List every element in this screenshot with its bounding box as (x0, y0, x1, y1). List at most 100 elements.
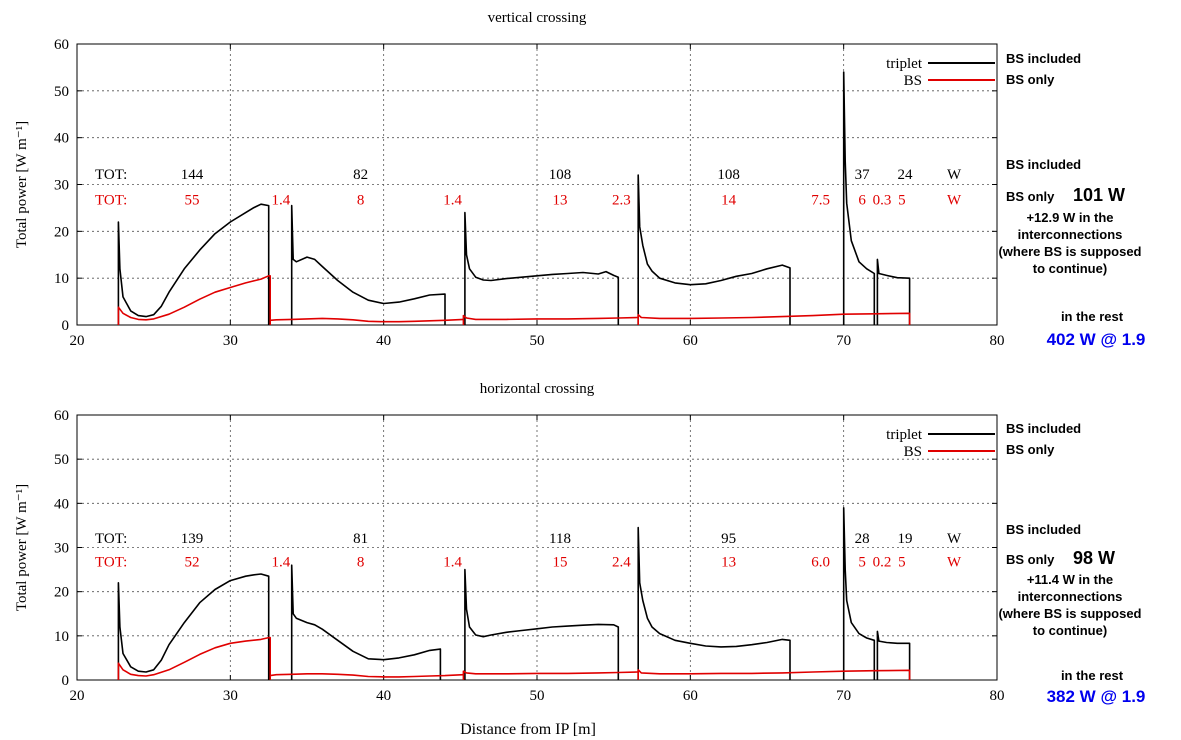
tot-value: 144 (181, 167, 204, 183)
tot-value: 1.4 (443, 192, 462, 208)
series-line-triplet (842, 507, 876, 680)
series-bs (117, 636, 911, 680)
tot-value: 55 (185, 192, 200, 208)
series-line-triplet (842, 71, 876, 325)
tot-value: 0.3 (873, 192, 892, 208)
x-tick-label: 80 (990, 688, 1005, 704)
series-line-bs (462, 314, 639, 325)
y-tick-label: 10 (54, 271, 69, 287)
legend-label: BS (904, 73, 922, 89)
tot-label: TOT: (95, 531, 127, 547)
tot-value: 28 (855, 531, 870, 547)
tot-value: 139 (181, 531, 204, 547)
tot-value: 0.2 (873, 555, 892, 571)
annot-bs-included: BS included (1006, 421, 1081, 436)
x-tick-label: 70 (836, 333, 851, 349)
annot-bs-included-tot: BS included (1006, 157, 1081, 172)
annot-interconnect-line: to continue) (1033, 261, 1107, 276)
panel-horizontal: horizontal crossing Total power [W m⁻¹] 20… (14, 381, 1145, 706)
annot-bs-only: BS only (1006, 72, 1055, 87)
y-axis-label: Total power [W m⁻¹] (14, 121, 30, 248)
x-tick-label: 70 (836, 688, 851, 704)
tot-value: 52 (185, 555, 200, 571)
series-line-bs (117, 275, 271, 325)
x-tick-label: 50 (530, 688, 545, 704)
tot-value: 2.4 (612, 555, 631, 571)
tot-value: 5 (858, 555, 866, 571)
tot-value: W (947, 531, 962, 547)
series-line-triplet (637, 526, 791, 680)
annot-bs-only-total: 98 W (1073, 548, 1115, 568)
annot-rest-value: 382 W @ 1.9 (1047, 687, 1146, 706)
annot-bs-only-tot: BS only (1006, 552, 1055, 567)
y-tick-label: 20 (54, 585, 69, 601)
y-tick-label: 10 (54, 629, 69, 645)
y-tick-label: 0 (62, 673, 70, 689)
tot-value: 14 (721, 192, 737, 208)
tot-value: 13 (553, 192, 568, 208)
tot-value: 118 (549, 531, 571, 547)
y-tick-label: 60 (54, 37, 69, 53)
tot-value: 2.3 (612, 192, 631, 208)
annot-interconnect-line: interconnections (1018, 589, 1123, 604)
annot-interconnect-line: (where BS is supposed (998, 606, 1141, 621)
series-line-bs (269, 673, 464, 680)
annot-bs-only-total: 101 W (1073, 185, 1125, 205)
tot-value: W (947, 192, 962, 208)
tot-value: 7.5 (811, 192, 830, 208)
tot-value: 8 (357, 192, 365, 208)
tot-value: 95 (721, 531, 736, 547)
tot-value: 8 (357, 555, 365, 571)
x-tick-label: 60 (683, 688, 698, 704)
series-line-triplet (117, 203, 270, 325)
tot-value: 82 (353, 167, 368, 183)
series-line-bs (269, 317, 464, 325)
series-line-triplet (876, 630, 911, 680)
tot-label: TOT: (95, 167, 127, 183)
x-tick-label: 50 (530, 333, 545, 349)
legend-label: triplet (886, 427, 923, 443)
series-line-triplet (464, 568, 620, 680)
x-tick-label: 40 (376, 333, 391, 349)
tot-value: 6 (858, 192, 866, 208)
tot-value: 13 (721, 555, 736, 571)
tot-value: W (947, 167, 962, 183)
series-triplet (117, 71, 911, 325)
series-line-triplet (637, 174, 791, 325)
series-line-triplet (464, 211, 620, 325)
series-line-bs (637, 312, 911, 325)
x-tick-label: 40 (376, 688, 391, 704)
y-tick-label: 40 (54, 496, 69, 512)
tot-value: 6.0 (811, 555, 830, 571)
annotations: BS included BS only BS included BS only 101 … (998, 51, 1145, 349)
annotations: BS included BS only BS included BS only 98 W… (998, 421, 1145, 706)
tot-value: 1.4 (272, 555, 291, 571)
tot-label: TOT: (95, 192, 127, 208)
x-tick-label: 20 (70, 333, 85, 349)
legend-label: BS (904, 444, 922, 460)
tot-value: 5 (898, 555, 906, 571)
y-tick-label: 50 (54, 452, 69, 468)
tot-value: 108 (549, 167, 572, 183)
x-tick-label: 80 (990, 333, 1005, 349)
tot-value: 1.4 (272, 192, 291, 208)
y-tick-label: 0 (62, 318, 70, 334)
annot-rest-value: 402 W @ 1.9 (1047, 330, 1146, 349)
chart-title: horizontal crossing (480, 381, 595, 397)
annot-interconnect-line: to continue) (1033, 623, 1107, 638)
panel-vertical: vertical crossing Total power [W m⁻¹] 20 30… (14, 10, 1145, 349)
annot-interconnect-line: +11.4 W in the (1027, 572, 1113, 587)
tot-value: 19 (898, 531, 913, 547)
tot-value: W (947, 555, 962, 571)
y-tick-label: 40 (54, 131, 69, 147)
annot-rest-label: in the rest (1061, 309, 1124, 324)
annot-bs-included-tot: BS included (1006, 522, 1081, 537)
y-tick-label: 50 (54, 84, 69, 100)
annot-bs-included: BS included (1006, 51, 1081, 66)
x-tick-label: 30 (223, 333, 238, 349)
series-line-triplet (876, 258, 911, 325)
tot-value: 15 (553, 555, 568, 571)
